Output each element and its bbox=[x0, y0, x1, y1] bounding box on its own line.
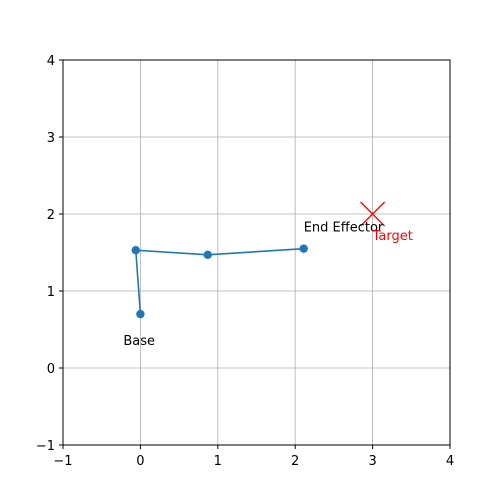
y-tick-label: 1 bbox=[47, 285, 55, 300]
y-tick-label: 3 bbox=[47, 131, 55, 146]
arm-link-line bbox=[134, 247, 304, 315]
x-tick-label: 0 bbox=[136, 454, 144, 469]
series-layer bbox=[131, 244, 308, 319]
x-tick-label: −1 bbox=[53, 454, 72, 469]
x-tick-label: 2 bbox=[291, 454, 299, 469]
joint-point-2 bbox=[203, 250, 212, 260]
x-tick-label: 1 bbox=[214, 454, 222, 469]
y-tick-label: 4 bbox=[47, 54, 55, 69]
annotation-end-effector: End Effector bbox=[304, 221, 384, 236]
y-tick-label: 0 bbox=[47, 362, 55, 377]
joint-point-3 bbox=[299, 244, 308, 253]
annotation-base: Base bbox=[123, 334, 155, 349]
axes-frame bbox=[62, 59, 451, 446]
joint-point-0 bbox=[136, 309, 145, 319]
tick-layer: −1 0 1 2 3 4 −1 0 1 2 3 4 bbox=[36, 54, 454, 469]
x-tick-label: 4 bbox=[446, 454, 454, 469]
joint-point-1 bbox=[131, 245, 140, 255]
x-tick-label: 3 bbox=[368, 454, 376, 469]
target-layer bbox=[360, 201, 386, 227]
y-tick-label: −1 bbox=[36, 439, 55, 454]
y-tick-label: 2 bbox=[47, 208, 55, 223]
target-marker-stroke-b bbox=[360, 201, 386, 227]
annotation-target: Target bbox=[372, 229, 413, 244]
